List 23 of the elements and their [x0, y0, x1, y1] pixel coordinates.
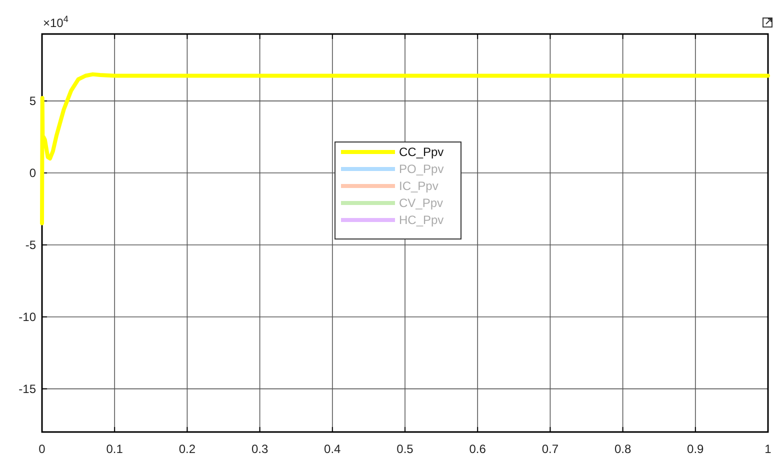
legend-label: CC_Ppv	[399, 145, 444, 159]
x-tick-label: 0.7	[542, 442, 559, 456]
legend-label: HC_Ppv	[399, 213, 444, 227]
x-tick-label: 0	[38, 442, 46, 456]
x-tick-label: 0.4	[324, 442, 342, 456]
x-tick-label: 0.1	[106, 442, 124, 456]
line-series	[40, 72, 770, 226]
y-tick-label: -15	[18, 382, 36, 396]
x-tick-label: 0.9	[687, 442, 704, 456]
text: ×10$^{4}$	[43, 14, 68, 30]
legend-label: PO_Ppv	[399, 162, 444, 176]
y-tick-label: 0	[29, 166, 36, 180]
x-tick-label: 1	[764, 442, 772, 456]
y-tick-label: -10	[18, 310, 36, 324]
legend-label: IC_Ppv	[399, 179, 438, 193]
legend-label: CV_Ppv	[399, 196, 444, 210]
x-tick-label: 0.2	[178, 442, 196, 456]
y-tick-label: 5	[29, 94, 36, 108]
x-tick-label: 0.5	[396, 442, 414, 456]
x-tick-label: 0.3	[251, 442, 268, 456]
x-tick-label: 0.8	[614, 442, 632, 456]
x-tick-label: 0.6	[469, 442, 486, 456]
y-tick-label: -5	[25, 238, 36, 252]
